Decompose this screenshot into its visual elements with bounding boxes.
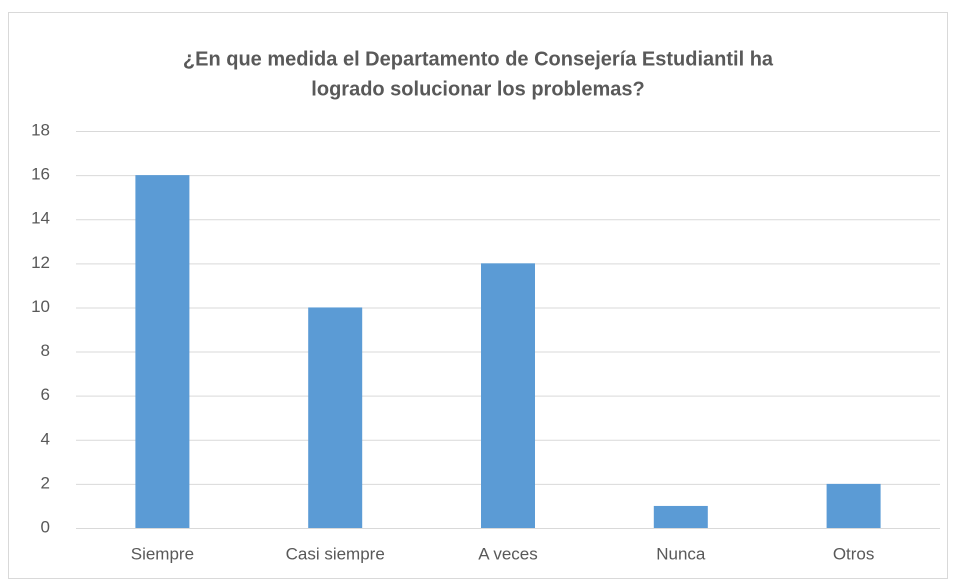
y-tick-label: 6: [41, 385, 50, 404]
x-tick-label: Nunca: [656, 544, 706, 563]
bar: [826, 483, 881, 528]
y-tick-label: 18: [31, 120, 50, 139]
y-tick-label: 14: [31, 209, 50, 228]
y-tick-label: 0: [41, 517, 50, 536]
y-tick-label: 8: [41, 341, 50, 360]
y-tick-label: 2: [41, 473, 50, 492]
bar: [481, 263, 535, 528]
x-tick-label: Otros: [833, 544, 875, 563]
x-tick-label: A veces: [478, 544, 538, 563]
x-tick-label: Casi siempre: [286, 544, 385, 563]
y-tick-label: 12: [31, 253, 50, 272]
y-tick-label: 4: [41, 429, 50, 448]
y-tick-label: 10: [31, 297, 50, 316]
x-tick-label: Siempre: [131, 544, 194, 563]
y-tick-label: 16: [31, 165, 50, 184]
chart-title: logrado solucionar los problemas?: [311, 78, 644, 100]
chart-title: ¿En que medida el Departamento de Consej…: [183, 48, 774, 70]
bar: [135, 175, 190, 528]
bar: [653, 505, 708, 528]
bar: [308, 307, 363, 528]
